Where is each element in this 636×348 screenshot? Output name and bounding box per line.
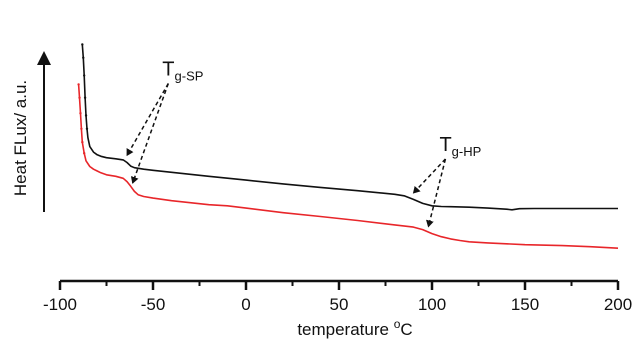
x-tick-label: 0 <box>241 295 250 314</box>
x-tick-labels: -100 -50 0 50 100 150 200 <box>43 295 632 314</box>
series-2-point <box>77 83 80 86</box>
annotation-arrow <box>426 158 447 228</box>
series-1-point <box>82 74 86 77</box>
annotation-arrow <box>412 158 446 194</box>
x-ticks <box>58 281 620 290</box>
series-2-point <box>81 140 84 144</box>
series-line-2 <box>77 84 619 249</box>
x-axis-title-degree: o <box>394 317 401 331</box>
x-tick-label: 100 <box>418 295 446 314</box>
x-tick-label: 50 <box>330 295 349 314</box>
series-2-point <box>82 152 86 155</box>
annotation-arrow <box>126 83 169 157</box>
annotation-symbol: T <box>439 134 451 156</box>
y-axis: Heat FLux/ a.u. <box>11 51 51 212</box>
x-tick-label: -100 <box>43 295 77 314</box>
series-1-point <box>81 43 84 46</box>
annotation-subscript: g-SP <box>175 69 204 84</box>
series-line-1 <box>81 44 618 211</box>
series-2-point <box>78 96 81 99</box>
series-1-point <box>85 127 89 130</box>
x-axis-title: temperature oC <box>297 317 412 339</box>
x-tick-label: 150 <box>511 295 539 314</box>
series-1-point <box>82 56 85 59</box>
series-2-point <box>79 112 82 115</box>
annotation-arrow <box>130 83 170 184</box>
x-axis: -100 -50 0 50 100 150 200 temperature oC <box>43 279 632 339</box>
x-axis-title-main: temperature <box>297 320 393 339</box>
series-1-point <box>83 96 87 99</box>
plot-area <box>77 43 619 249</box>
y-axis-title: Heat FLux/ a.u. <box>11 80 30 196</box>
x-tick-label: 200 <box>604 295 632 314</box>
series-1-point <box>84 114 88 117</box>
annotation-label-2: Tg-HP <box>439 134 481 159</box>
series-2-point <box>80 127 83 130</box>
annotation-subscript: g-HP <box>452 144 482 159</box>
annotation-label-1: Tg-SP <box>162 59 203 84</box>
annotation-symbol: T <box>162 59 174 81</box>
x-axis-title-unit: C <box>400 320 412 339</box>
x-tick-label: -50 <box>141 295 166 314</box>
